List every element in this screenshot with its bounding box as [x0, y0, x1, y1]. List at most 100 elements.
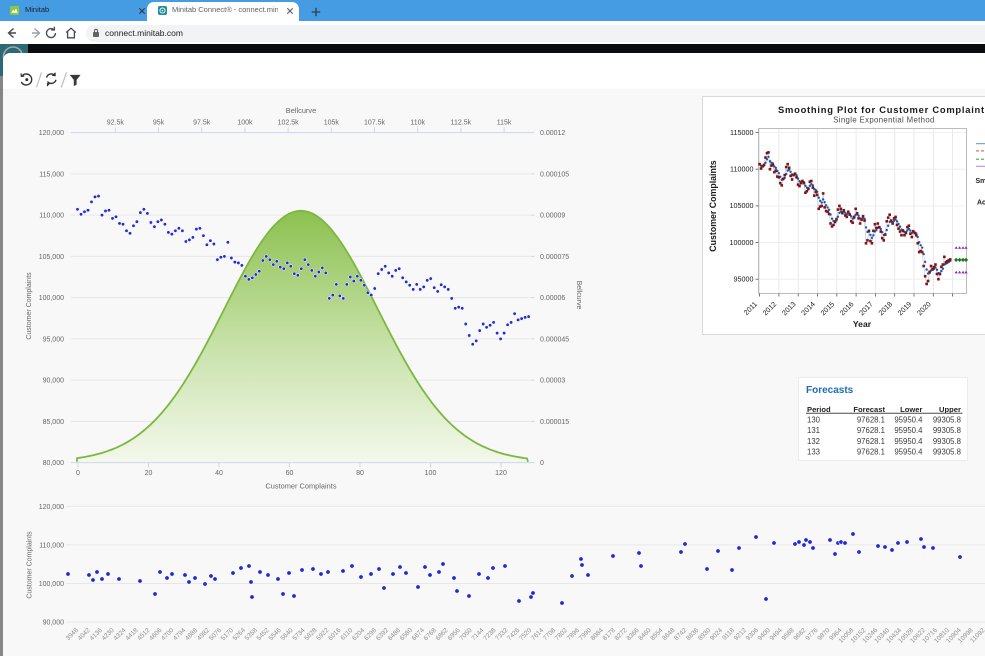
svg-text:Forecast: Forecast — [853, 405, 885, 414]
svg-text:112.5k: 112.5k — [451, 119, 472, 126]
svg-text:0.000105: 0.000105 — [540, 171, 569, 178]
svg-text:9024: 9024 — [709, 627, 724, 642]
svg-text:4418: 4418 — [124, 627, 139, 642]
svg-text:115,000: 115,000 — [39, 171, 64, 178]
svg-text:0.00009: 0.00009 — [540, 213, 565, 220]
svg-text:7708: 7708 — [542, 627, 557, 642]
svg-text:5922: 5922 — [315, 627, 330, 642]
svg-text:8836: 8836 — [685, 627, 700, 642]
svg-text:110k: 110k — [410, 119, 425, 126]
svg-text:6580: 6580 — [399, 627, 414, 642]
svg-text:80: 80 — [356, 470, 364, 477]
svg-text:97.5k: 97.5k — [193, 119, 211, 126]
svg-text:Ac: Ac — [977, 200, 985, 207]
svg-text:4512: 4512 — [136, 627, 151, 642]
svg-text:110000: 110000 — [730, 165, 753, 174]
svg-text:9870: 9870 — [816, 627, 831, 642]
svg-text:9400: 9400 — [757, 627, 772, 642]
svg-text:4794: 4794 — [172, 627, 187, 642]
svg-text:Period: Period — [807, 405, 831, 414]
svg-text:Year: Year — [853, 319, 872, 329]
svg-text:Sm: Sm — [976, 178, 985, 185]
svg-text:6204: 6204 — [351, 627, 366, 642]
svg-text:0: 0 — [540, 460, 544, 467]
svg-text:5452: 5452 — [256, 627, 271, 642]
svg-text:99305.8: 99305.8 — [933, 447, 961, 456]
svg-text:130: 130 — [807, 415, 821, 424]
svg-text:115k: 115k — [497, 119, 512, 126]
svg-text:Bellcurve: Bellcurve — [286, 106, 316, 115]
svg-text:131: 131 — [807, 426, 820, 435]
svg-text:6862: 6862 — [435, 627, 450, 642]
svg-text:97628.1: 97628.1 — [857, 447, 885, 456]
svg-text:2014: 2014 — [799, 300, 817, 318]
svg-text:0.00006: 0.00006 — [540, 295, 565, 302]
svg-text:132: 132 — [807, 436, 820, 445]
svg-text:100000: 100000 — [730, 238, 754, 247]
svg-text:99305.8: 99305.8 — [933, 415, 961, 424]
svg-text:2018: 2018 — [876, 300, 894, 318]
svg-text:4700: 4700 — [160, 627, 175, 642]
svg-text:5076: 5076 — [208, 627, 223, 642]
svg-text:85,000: 85,000 — [43, 419, 65, 426]
svg-text:Bellcurve: Bellcurve — [575, 281, 582, 310]
svg-text:5358: 5358 — [244, 627, 259, 642]
svg-text:20: 20 — [145, 470, 153, 477]
svg-text:95950.4: 95950.4 — [894, 447, 923, 456]
svg-text:99305.8: 99305.8 — [933, 436, 961, 445]
svg-text:120,000: 120,000 — [39, 130, 64, 137]
svg-text:2013: 2013 — [780, 300, 798, 318]
svg-text:97628.1: 97628.1 — [857, 415, 885, 424]
svg-text:2012: 2012 — [761, 300, 779, 318]
svg-text:2019: 2019 — [896, 300, 914, 318]
svg-text:80,000: 80,000 — [43, 460, 65, 467]
svg-text:4042: 4042 — [77, 627, 92, 642]
svg-text:2011: 2011 — [742, 300, 759, 317]
svg-text:90,000: 90,000 — [43, 378, 65, 385]
svg-text:9494: 9494 — [769, 627, 784, 642]
svg-text:4982: 4982 — [196, 627, 211, 642]
svg-text:97628.1: 97628.1 — [857, 436, 885, 445]
svg-text:105,000: 105,000 — [39, 254, 64, 261]
svg-text:5828: 5828 — [303, 627, 318, 642]
svg-text:0.000045: 0.000045 — [540, 336, 569, 343]
svg-text:97628.1: 97628.1 — [857, 426, 885, 435]
svg-text:92.5k: 92.5k — [107, 119, 125, 126]
svg-text:95950.4: 95950.4 — [894, 436, 923, 445]
svg-text:100: 100 — [425, 470, 437, 477]
svg-text:60: 60 — [286, 470, 294, 477]
svg-text:8366: 8366 — [625, 627, 640, 642]
svg-text:6486: 6486 — [387, 627, 402, 642]
svg-text:110,000: 110,000 — [39, 542, 64, 549]
svg-text:0.00012: 0.00012 — [540, 130, 565, 137]
svg-text:102.5k: 102.5k — [278, 119, 300, 126]
svg-text:2017: 2017 — [857, 300, 875, 318]
svg-text:8084: 8084 — [590, 627, 605, 642]
svg-text:Customer Complaints: Customer Complaints — [265, 482, 336, 491]
svg-text:Customer Complaints: Customer Complaints — [27, 531, 34, 599]
svg-text:115000: 115000 — [730, 128, 753, 137]
svg-text:95,000: 95,000 — [43, 336, 65, 343]
svg-text:8178: 8178 — [602, 627, 617, 642]
svg-text:95950.4: 95950.4 — [894, 426, 923, 435]
svg-text:7144: 7144 — [470, 627, 485, 642]
svg-text:95000: 95000 — [734, 275, 754, 284]
svg-text:6768: 6768 — [423, 627, 438, 642]
svg-text:107.5k: 107.5k — [364, 119, 386, 126]
svg-text:7520: 7520 — [518, 627, 533, 642]
svg-text:4136: 4136 — [89, 627, 104, 642]
svg-text:7802: 7802 — [554, 627, 569, 642]
svg-text:Customer Complaints: Customer Complaints — [708, 160, 718, 252]
svg-text:95k: 95k — [153, 119, 165, 126]
svg-text:5170: 5170 — [220, 627, 235, 642]
svg-text:105k: 105k — [324, 119, 340, 126]
svg-text:6392: 6392 — [375, 627, 390, 642]
svg-text:0.000075: 0.000075 — [540, 254, 569, 261]
svg-text:8460: 8460 — [637, 627, 652, 642]
svg-text:99305.8: 99305.8 — [933, 426, 961, 435]
svg-text:2016: 2016 — [838, 300, 856, 318]
svg-text:2020: 2020 — [915, 300, 933, 318]
svg-text:0.00003: 0.00003 — [540, 378, 565, 385]
svg-text:40: 40 — [215, 470, 223, 477]
svg-text:110,000: 110,000 — [39, 213, 64, 220]
